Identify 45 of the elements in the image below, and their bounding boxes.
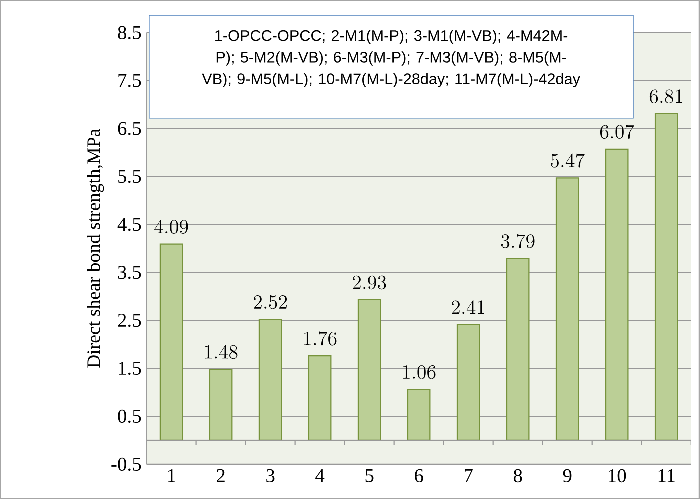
x-tick-label: 10 bbox=[609, 469, 626, 482]
y-tick-label: 4.5 bbox=[118, 218, 142, 232]
bar bbox=[605, 148, 629, 441]
bar bbox=[258, 318, 282, 441]
y-axis-title: Direct shear bond strength,MPa bbox=[87, 128, 104, 368]
data-label: 2.52 bbox=[254, 295, 288, 310]
bar bbox=[556, 177, 580, 441]
x-tick-label: 8 bbox=[514, 469, 522, 482]
x-tick-label: 4 bbox=[316, 469, 325, 482]
bar bbox=[308, 355, 332, 441]
data-label: 3.79 bbox=[501, 234, 535, 248]
y-tick-label: 6.5 bbox=[118, 122, 142, 136]
y-tick-label: 1.5 bbox=[119, 362, 142, 375]
x-tick-label: 11 bbox=[658, 469, 675, 482]
bar bbox=[456, 324, 480, 441]
y-tick-label: -0.5 bbox=[112, 458, 142, 471]
x-tick-label: 9 bbox=[563, 469, 572, 482]
y-tick-label: 8.5 bbox=[118, 26, 142, 40]
data-label: 4.09 bbox=[154, 220, 188, 234]
data-label: 2.93 bbox=[353, 276, 386, 290]
x-tick-label: 5 bbox=[366, 469, 374, 482]
data-label: 1 .76 bbox=[304, 332, 337, 346]
bar bbox=[160, 244, 184, 441]
data-label: 6.81 bbox=[650, 90, 682, 104]
bar bbox=[506, 258, 530, 441]
y-tick-label: 5.5 bbox=[118, 170, 142, 184]
data-label: 1 .48 bbox=[205, 344, 238, 359]
bar bbox=[407, 388, 431, 441]
y-tick-label: 2.5 bbox=[118, 314, 142, 328]
x-tick-label: 1 bbox=[168, 469, 176, 482]
data-label: 5.47 bbox=[551, 154, 585, 168]
y-tick-label: 7.5 bbox=[118, 74, 142, 88]
x-tick-label: 7 bbox=[464, 469, 473, 482]
data-label: 1 .06 bbox=[403, 365, 436, 380]
annotation: 1-OPCC-OPCC; 2-M1(M-P); 3-M1(M-VB); 4-M42M-P); 5-M2(M-VB); 6-M3(M-P); 7-M3(M-VB); 8-M5(M-VB); 9-M5(M-L); 10-M7(M-L)-28day; 11-M7(M-L)-42day bbox=[202, 30, 580, 88]
data-label: 2.41 bbox=[452, 300, 484, 314]
bar bbox=[209, 368, 233, 441]
x-tick-label: 6 bbox=[415, 469, 424, 482]
bar bbox=[654, 113, 678, 441]
data-label: 6.07 bbox=[600, 124, 634, 139]
x-tick-label: 2 bbox=[217, 469, 225, 482]
y-tick-label: 3.5 bbox=[118, 266, 142, 280]
bar bbox=[358, 299, 382, 441]
x-tick-label: 3 bbox=[266, 469, 275, 482]
y-tick-label: 0.5 bbox=[118, 410, 142, 423]
